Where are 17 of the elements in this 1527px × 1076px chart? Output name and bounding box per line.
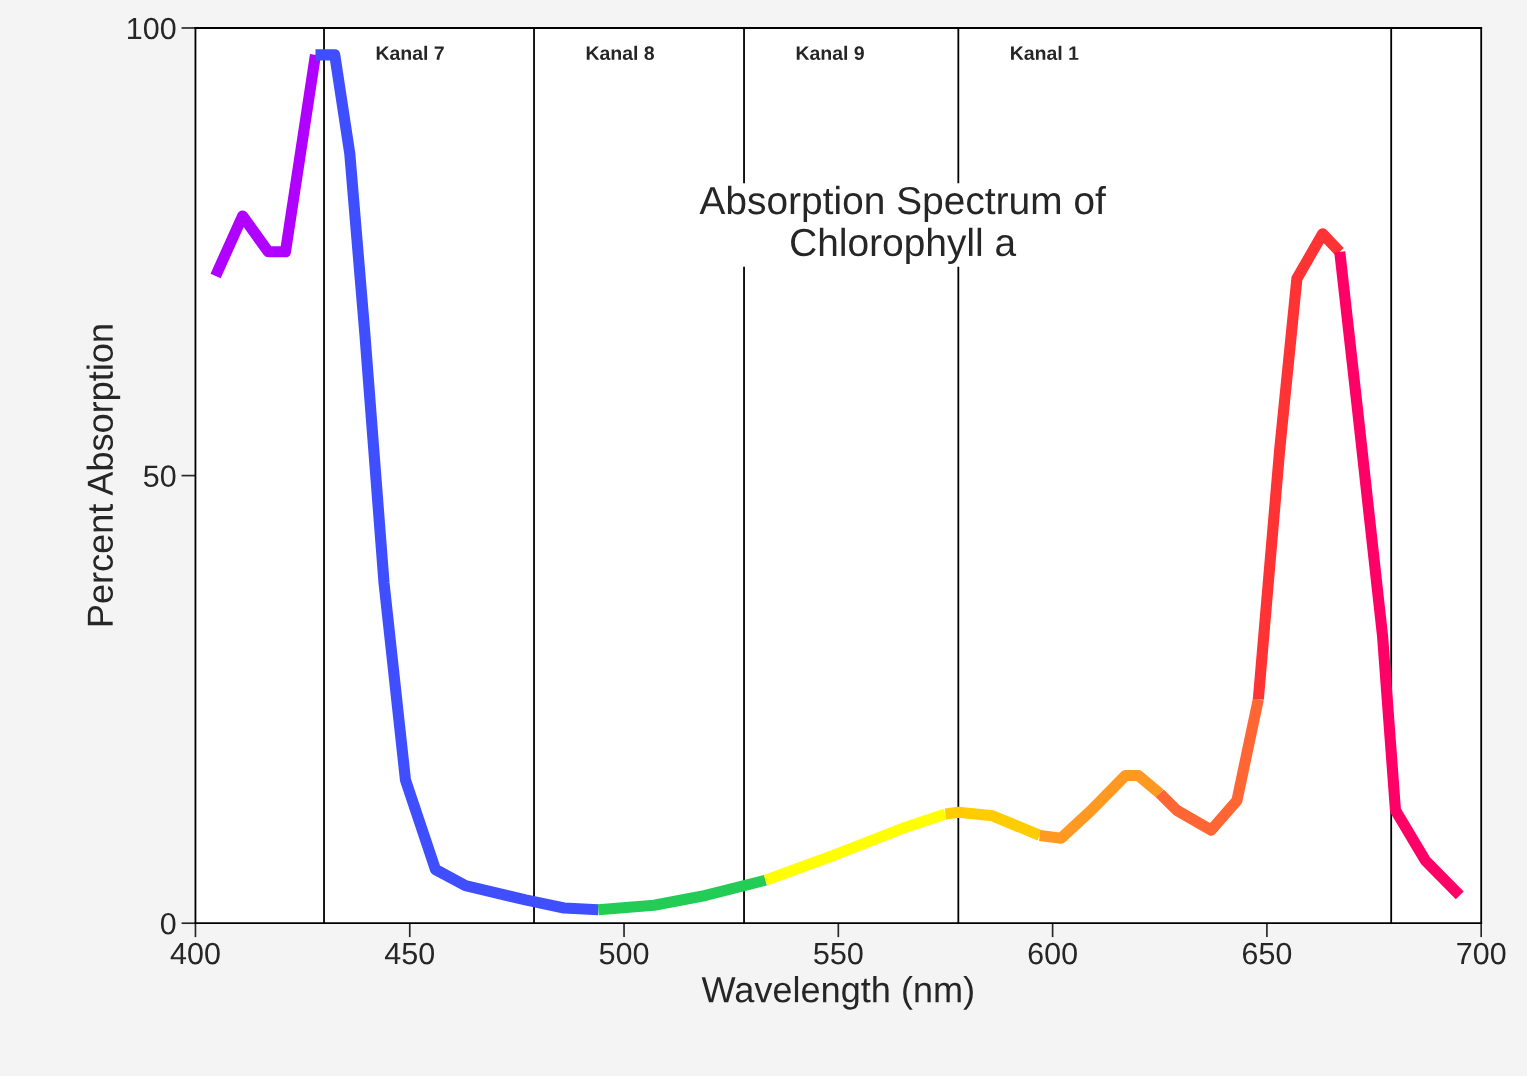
ref-line-label: Kanal 8 (586, 45, 655, 61)
ref-line-label: Kanal 7 (376, 45, 444, 61)
y-tick-label: 0 (160, 912, 176, 935)
y-tick-label: 50 (143, 465, 176, 487)
y-axis-title: Percent Absorption (86, 325, 121, 626)
x-tick-label: 400 (170, 942, 220, 965)
x-tick-label: 500 (599, 942, 649, 965)
x-tick-label: 600 (1028, 942, 1077, 965)
x-tick-label: 700 (1457, 942, 1506, 965)
y-tick-label: 100 (128, 17, 176, 40)
x-axis-title: Wavelength (nm) (701, 976, 973, 1010)
x-tick-label: 450 (384, 942, 435, 965)
text: Absorption Spectrum of Chlorophyll a (699, 185, 1106, 264)
ref-line-label: Kanal 9 (796, 45, 864, 61)
ref-line-label: Kanal 1 (1011, 45, 1079, 61)
x-tick-label: 650 (1242, 942, 1292, 965)
x-tick-label: 550 (814, 942, 863, 965)
